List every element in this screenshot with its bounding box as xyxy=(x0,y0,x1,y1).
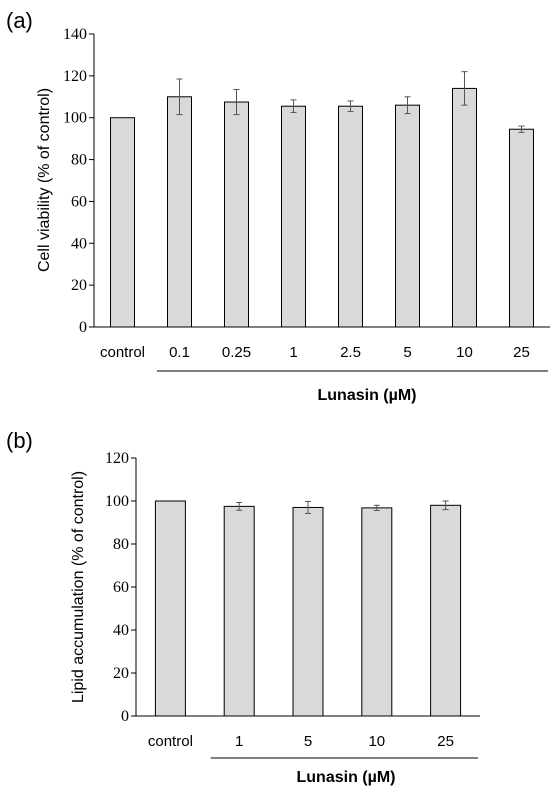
x-tick-label: 5 xyxy=(403,344,411,361)
bar xyxy=(395,104,420,328)
bar xyxy=(110,117,135,328)
y-tick-label: 40 xyxy=(71,235,87,252)
y-tick-label: 60 xyxy=(113,579,129,596)
x-tick-label: 10 xyxy=(456,344,473,361)
bar xyxy=(338,105,363,328)
chart-a: (a) Cell viability (% of control) Lunasi… xyxy=(6,8,550,404)
y-tick-label: 80 xyxy=(113,536,129,553)
x-tick-label: 25 xyxy=(437,733,454,750)
y-axis-label-b: Lipid accumulation (% of control) xyxy=(70,471,87,703)
x-axis-label-b: Lunasin (µM) xyxy=(297,769,396,786)
panel-label-a: (a) xyxy=(6,8,33,33)
bar xyxy=(430,504,462,717)
marks-a: 0 20 40 60 80 100 120 140 control 0.1 0.25 1 2.5 5 10 2… xyxy=(63,26,550,372)
chart-b: (b) Lipid accumulation (% of control) Lu… xyxy=(6,428,480,786)
y-tick-label: 100 xyxy=(63,110,87,127)
x-tick-label: 1 xyxy=(235,733,243,750)
x-tick-label: 5 xyxy=(304,733,312,750)
x-tick-label: 0.25 xyxy=(222,344,251,361)
y-tick-label: 120 xyxy=(63,68,87,85)
panel-label-b: (b) xyxy=(6,428,33,453)
bar xyxy=(167,96,192,328)
y-tick-label: 140 xyxy=(63,26,87,43)
y-tick-label: 20 xyxy=(113,665,129,682)
y-tick-label: 0 xyxy=(79,319,87,336)
bar xyxy=(281,105,306,328)
y-tick-label: 60 xyxy=(71,193,87,210)
bar xyxy=(452,87,477,328)
bar xyxy=(509,128,534,328)
bar xyxy=(154,500,186,717)
y-tick-label: 120 xyxy=(105,450,129,467)
bar xyxy=(292,506,324,717)
y-tick-label: 0 xyxy=(121,708,129,725)
x-tick-label: 10 xyxy=(368,733,385,750)
y-tick-label: 40 xyxy=(113,622,129,639)
y-tick-label: 100 xyxy=(105,493,129,510)
x-tick-label: 0.1 xyxy=(169,344,190,361)
y-axis-label-a: Cell viability (% of control) xyxy=(36,88,53,272)
x-tick-label: 1 xyxy=(289,344,297,361)
bar xyxy=(223,505,255,717)
bar xyxy=(224,101,249,328)
marks-b: 0 20 40 60 80 100 120 control 1 5 10 25 xyxy=(105,450,480,759)
x-tick-label: control xyxy=(100,344,145,361)
y-tick-label: 20 xyxy=(71,277,87,294)
bar xyxy=(361,507,393,717)
x-axis-label-a: Lunasin (µM) xyxy=(318,387,417,404)
x-tick-label: 25 xyxy=(513,344,530,361)
x-tick-label: control xyxy=(148,733,193,750)
x-tick-label: 2.5 xyxy=(340,344,361,361)
y-tick-label: 80 xyxy=(71,152,87,169)
